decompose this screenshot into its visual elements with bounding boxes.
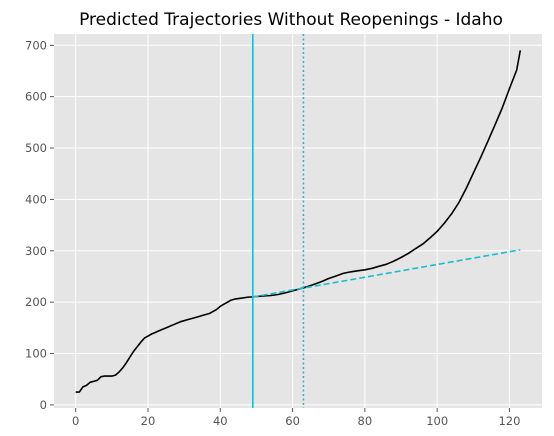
- y-tick-label: 600: [25, 90, 47, 104]
- x-tick-label: 40: [213, 414, 228, 428]
- y-tick-label: 400: [25, 192, 47, 206]
- x-tick-label: 20: [141, 414, 156, 428]
- y-tick-label: 500: [25, 141, 47, 155]
- series-line-2: [252, 249, 521, 298]
- x-tick-label: 80: [358, 414, 373, 428]
- tick-labels: 0 20 40 60 80 100 120 0 100 200 300 400 500 600 700: [25, 38, 520, 428]
- x-tick-label: 120: [498, 414, 520, 428]
- y-tick-label: 700: [25, 38, 47, 52]
- y-tick-label: 300: [25, 244, 47, 258]
- series-line-1: [75, 50, 522, 393]
- series-layer: [75, 34, 522, 408]
- grid: [54, 34, 542, 408]
- y-tick-label: 200: [25, 295, 47, 309]
- y-tick-label: 0: [40, 398, 47, 412]
- chart-title: Predicted Trajectories Without Reopening…: [79, 10, 503, 30]
- x-tick-label: 60: [285, 414, 300, 428]
- plot-area: [54, 34, 542, 408]
- y-tick-label: 100: [25, 347, 47, 361]
- x-tick-label: 100: [426, 414, 448, 428]
- x-tick-label: 0: [72, 414, 79, 428]
